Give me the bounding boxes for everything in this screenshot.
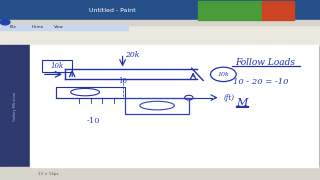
Text: 20k: 20k (125, 51, 140, 59)
Text: 10k: 10k (51, 62, 64, 70)
Text: 10k: 10k (218, 72, 229, 77)
Text: View: View (54, 25, 64, 29)
Bar (0, 0, 320, 21)
Text: (ft): (ft) (223, 94, 234, 102)
Text: File: File (10, 25, 16, 29)
Bar (0, 45, 30, 167)
Text: Gallery MS store: Gallery MS store (13, 92, 17, 121)
Bar (42, 60, 72, 72)
Bar (30, 45, 318, 167)
Text: -10: -10 (87, 117, 100, 125)
Text: Follow Loads: Follow Loads (235, 58, 295, 67)
Bar (0, 21, 320, 45)
Bar (125, 98, 189, 114)
Bar (56, 87, 125, 98)
Bar (0, 167, 320, 180)
Text: 10 - 20 = -10: 10 - 20 = -10 (233, 78, 289, 86)
Bar (0, 20, 320, 25)
Bar (262, 1, 294, 20)
Bar (198, 1, 262, 20)
Text: 13 × 13px: 13 × 13px (38, 172, 59, 176)
Text: M: M (236, 98, 248, 107)
Text: Untitled - Paint: Untitled - Paint (89, 8, 135, 13)
Circle shape (0, 19, 10, 25)
Text: 10: 10 (118, 77, 127, 85)
Bar (0, 25, 128, 30)
Text: Home: Home (32, 25, 44, 29)
